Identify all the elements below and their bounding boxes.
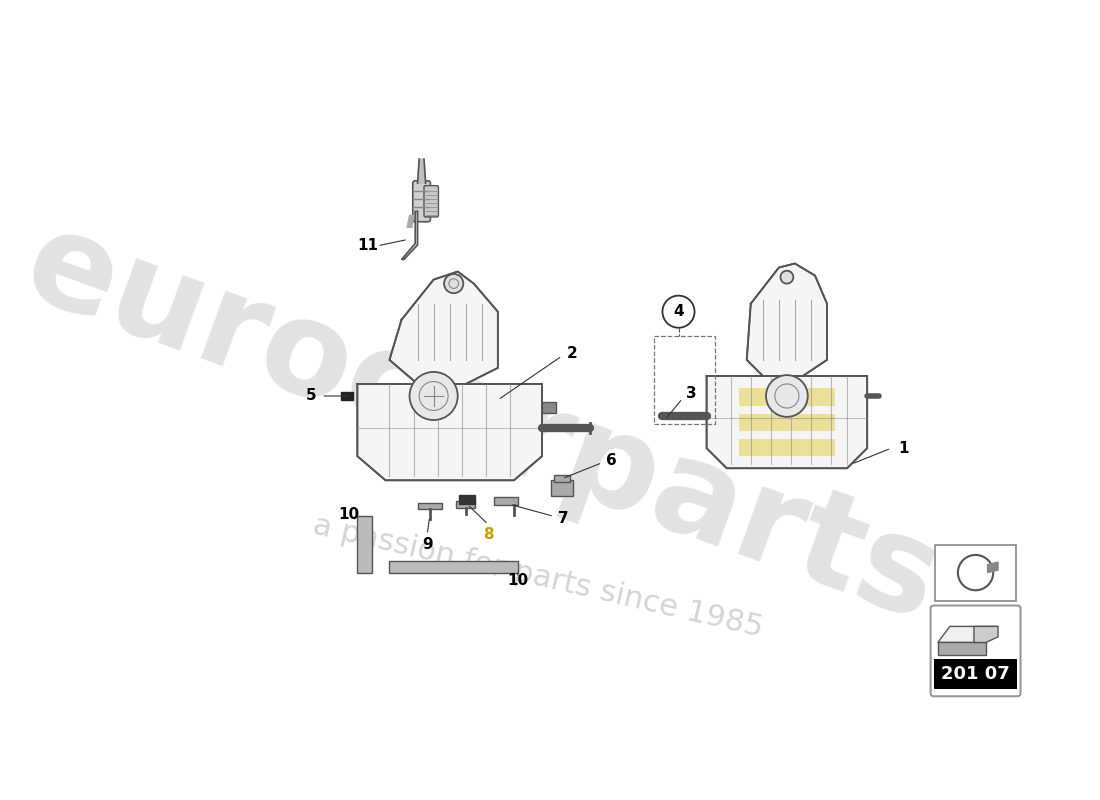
Bar [934, 658, 1018, 689]
Polygon shape [407, 215, 414, 227]
Bar [389, 561, 518, 574]
Polygon shape [988, 562, 998, 573]
Bar [456, 501, 475, 507]
Polygon shape [358, 384, 542, 480]
Polygon shape [938, 642, 986, 655]
Circle shape [781, 270, 793, 283]
Polygon shape [739, 388, 835, 406]
Text: 8: 8 [483, 526, 494, 542]
Circle shape [766, 375, 807, 417]
Text: 201 07: 201 07 [942, 665, 1010, 682]
Text: 1: 1 [898, 441, 909, 456]
Text: 2: 2 [566, 346, 578, 361]
Circle shape [409, 372, 458, 420]
Bar [494, 497, 518, 505]
Text: 9: 9 [422, 537, 432, 552]
FancyBboxPatch shape [424, 186, 439, 217]
Text: 10: 10 [339, 506, 360, 522]
FancyBboxPatch shape [931, 606, 1021, 696]
FancyBboxPatch shape [935, 545, 1015, 601]
Bar [551, 480, 573, 496]
Text: eurocarparts: eurocarparts [8, 200, 956, 648]
FancyBboxPatch shape [412, 181, 430, 222]
Circle shape [662, 296, 694, 328]
Bar [554, 475, 570, 482]
Polygon shape [706, 376, 867, 468]
Bar [460, 494, 475, 504]
Bar [358, 517, 372, 573]
Text: 10: 10 [507, 573, 528, 588]
Polygon shape [389, 271, 498, 384]
Circle shape [444, 274, 463, 294]
Polygon shape [747, 263, 827, 376]
Polygon shape [418, 159, 426, 183]
Bar [418, 502, 442, 509]
Polygon shape [739, 438, 835, 456]
Text: 11: 11 [358, 238, 378, 254]
Text: 4: 4 [673, 304, 684, 319]
Polygon shape [402, 211, 418, 259]
Polygon shape [938, 626, 998, 642]
Text: 7: 7 [559, 511, 569, 526]
Bar [341, 392, 353, 400]
Bar [542, 402, 557, 413]
Polygon shape [974, 626, 998, 642]
Text: 3: 3 [686, 386, 696, 401]
Polygon shape [739, 414, 835, 431]
Text: 6: 6 [606, 453, 617, 468]
Text: a passion for parts since 1985: a passion for parts since 1985 [310, 510, 766, 642]
Text: 5: 5 [306, 389, 317, 403]
